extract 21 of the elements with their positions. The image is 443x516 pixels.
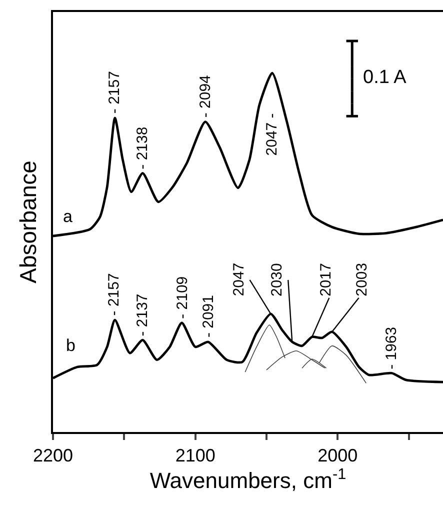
x-tick-label: 2100 [175, 446, 216, 466]
annotation: - 1963 [383, 326, 400, 370]
annotation: 2003 [354, 262, 371, 296]
annotation: - 2138 [134, 126, 151, 170]
annotation: - 2157 [106, 273, 123, 316]
annotation: 2047 [230, 262, 248, 296]
annotation: - 2091 [200, 295, 217, 338]
annotation: a [63, 207, 73, 226]
annotation: - 2157 [106, 71, 123, 114]
annotation: - 2109 [174, 276, 192, 319]
x-axis-title: Wavenumbers, cm$^{-1}$ [150, 466, 346, 493]
x-tick-label: 2000 [318, 446, 358, 466]
x-tick-label: 2200 [32, 446, 74, 466]
annotation: 0.1 A [363, 67, 407, 88]
y-axis-title: Absorbance [14, 160, 41, 284]
annotation: 2017 [318, 263, 335, 296]
annotation: - 2094 [196, 75, 214, 118]
annotation: 2047 - [264, 113, 281, 156]
annotation: - 2137 [134, 294, 152, 336]
annotation: 2030 [268, 263, 286, 297]
annotation: b [66, 336, 76, 355]
